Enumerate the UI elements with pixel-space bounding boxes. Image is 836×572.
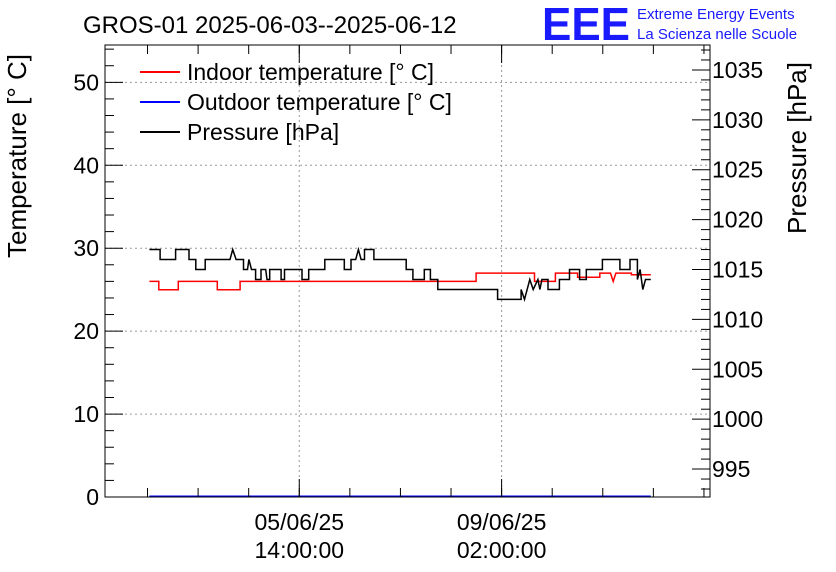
y-tick-label: 40 [73, 152, 99, 178]
tick-labels: 0102030405099510001005101010151020102510… [73, 57, 763, 563]
y2-tick-label: 1005 [712, 356, 763, 382]
y-tick-label: 20 [73, 318, 99, 344]
y-tick-label: 30 [73, 235, 99, 261]
series-line-indoor [149, 272, 651, 291]
x-tick-time: 14:00:00 [255, 537, 345, 563]
y2-tick-label: 995 [712, 456, 750, 482]
legend: Indoor temperature [° C] Outdoor temperat… [140, 59, 452, 145]
plot-frame [104, 44, 711, 498]
logo-line-1: Extreme Energy Events [637, 6, 795, 23]
y-tick-label: 10 [73, 401, 99, 427]
y-tick-label: 0 [86, 484, 99, 510]
y2-tick-label: 1035 [712, 57, 763, 83]
y2-tick-label: 1030 [712, 107, 763, 133]
axis-ticks [105, 45, 710, 498]
series-layer [149, 246, 651, 497]
chart-title: GROS-01 2025-06-03--2025-06-12 [83, 12, 457, 39]
legend-label: Pressure [hPa] [187, 119, 339, 145]
y-tick-label: 50 [73, 69, 99, 95]
series-line-pressure [149, 246, 651, 302]
y2-axis-title: Pressure [hPa] [782, 62, 812, 234]
y-axis-title: Temperature [° C] [2, 54, 32, 258]
x-tick-time: 02:00:00 [457, 537, 547, 563]
logo-mark: EEE [542, 0, 630, 50]
logo-line-2: La Scienza nelle Scuole [637, 26, 797, 43]
y2-tick-label: 1025 [712, 157, 763, 183]
y2-tick-label: 1000 [712, 406, 763, 432]
eee-logo: EEE Extreme Energy Events La Scienza nel… [542, 0, 797, 50]
y2-tick-label: 1010 [712, 306, 763, 332]
legend-label: Outdoor temperature [° C] [187, 89, 452, 115]
x-tick-date: 05/06/25 [255, 509, 345, 535]
grid [105, 45, 710, 497]
y2-tick-label: 1015 [712, 257, 763, 283]
x-tick-date: 09/06/25 [457, 509, 547, 535]
legend-label: Indoor temperature [° C] [187, 59, 434, 85]
y2-tick-label: 1020 [712, 207, 763, 233]
